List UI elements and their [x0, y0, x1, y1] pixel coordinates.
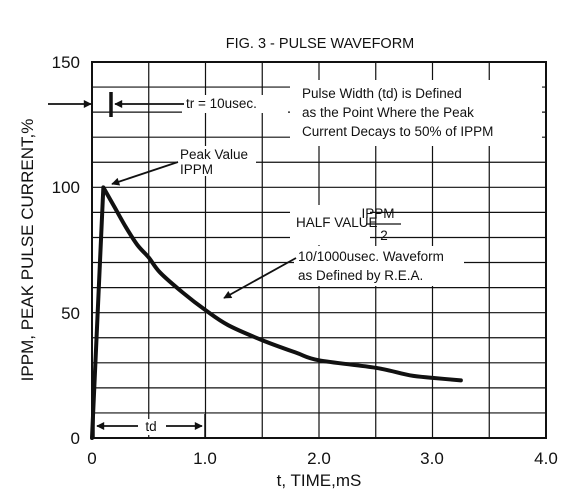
- pulse-width-line3: Current Decays to 50% of IPPM: [302, 124, 493, 139]
- x-tick-label: 3.0: [420, 449, 444, 468]
- y-tick-label: 150: [52, 53, 80, 72]
- half-value-label: HALF VALUE: [296, 215, 378, 230]
- half-value-annotation: HALF VALUE IPPM 2: [290, 205, 401, 245]
- tr-label: tr = 10usec.: [186, 96, 257, 111]
- peak-arrow: [111, 161, 179, 186]
- waveform-note-line2: as Defined by R.E.A.: [298, 268, 423, 283]
- pulse-width-note-bg: [290, 80, 542, 146]
- half-value-bg: [290, 205, 370, 245]
- td-label: td: [145, 419, 156, 434]
- x-tick-label: 2.0: [307, 449, 331, 468]
- y-tick-labels: 150 100 50 0: [52, 53, 80, 448]
- rise-time-annotation: tr = 10usec.: [48, 92, 288, 117]
- pulse-width-note: Pulse Width (td) is Defined as the Point…: [290, 80, 542, 146]
- x-tick-label: 1.0: [193, 449, 217, 468]
- peak-label-line1: Peak Value: [180, 147, 248, 162]
- waveform-note-line1: 10/1000usec. Waveform: [298, 249, 444, 264]
- plot-frame: [91, 61, 547, 439]
- waveform-definition-annotation: 10/1000usec. Waveform as Defined by R.E.…: [223, 246, 464, 299]
- y-tick-label: 0: [71, 429, 80, 448]
- td-annotation: td: [93, 414, 206, 438]
- peak-label-line2: IPPM: [180, 162, 213, 177]
- x-tick-label: 4.0: [534, 449, 558, 468]
- half-value-denominator: 2: [380, 228, 388, 243]
- pulse-width-line2: as the Point Where the Peak: [302, 105, 474, 120]
- pulse-width-line1: Pulse Width (td) is Defined: [302, 86, 462, 101]
- td-label-bg: [139, 419, 164, 435]
- y-tick-label: 50: [61, 304, 80, 323]
- peak-value-annotation: Peak Value IPPM: [111, 146, 256, 186]
- y-axis-label: IPPM, PEAK PULSE CURRENT,%: [18, 119, 37, 382]
- x-tick-labels: 0 1.0 2.0 3.0 4.0: [87, 449, 558, 468]
- x-axis-label: t, TIME,mS: [277, 471, 362, 490]
- waveform-arrow: [223, 257, 297, 299]
- waveform-note-bg: [294, 246, 464, 286]
- y-tick-label: 100: [52, 178, 80, 197]
- tr-label-bg: [182, 95, 288, 113]
- peak-label-bg: [176, 146, 256, 176]
- half-value-numerator: IPPM: [361, 206, 394, 221]
- pulse-waveform-line: [90, 185, 463, 440]
- chart-title: FIG. 3 - PULSE WAVEFORM: [226, 36, 415, 52]
- x-tick-label: 0: [87, 449, 96, 468]
